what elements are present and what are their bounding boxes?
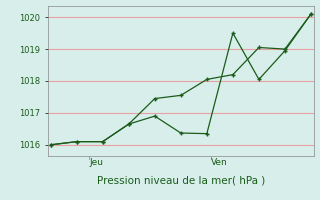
Text: Ven: Ven [211,158,228,167]
Text: Jeu: Jeu [89,158,103,167]
X-axis label: Pression niveau de la mer( hPa ): Pression niveau de la mer( hPa ) [97,175,265,185]
